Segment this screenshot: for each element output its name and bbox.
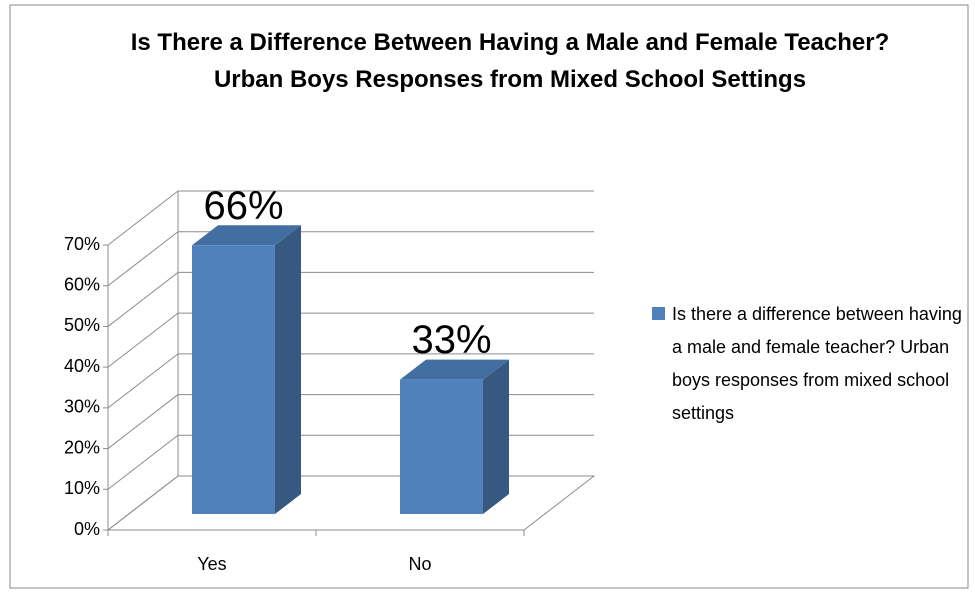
bar-side [275,225,301,515]
grid-line [107,190,179,246]
chart-border [9,4,969,589]
y-tick-label: 10% [64,478,100,498]
grid-line [107,353,179,409]
grid-line [107,231,179,287]
y-tick-label: 50% [64,315,100,335]
y-tick-label: 60% [64,274,100,294]
x-tick-label: No [408,554,431,574]
data-label: 33% [411,318,491,362]
floor [106,475,596,531]
bar [192,245,275,515]
x-tick-label: Yes [197,554,226,574]
y-tick-label: 40% [64,356,100,376]
y-tick-label: 70% [64,234,100,254]
grid-line [107,475,179,531]
y-tick-label: 0% [74,519,100,539]
grid-line [107,394,179,449]
bar [400,379,483,514]
bar-top [400,359,509,380]
legend-swatch [652,307,665,320]
grid-line [107,434,179,490]
legend-label: Is there a difference between having a m… [672,304,962,423]
data-label: 66% [203,184,283,228]
bar-top [192,225,301,246]
chart-title: Is There a Difference Between Having a M… [130,29,890,93]
grid-line [107,272,179,327]
bar-side [483,359,509,514]
y-tick-label: 30% [64,397,100,417]
y-tick-label: 20% [64,437,100,457]
grid-line [107,312,179,368]
